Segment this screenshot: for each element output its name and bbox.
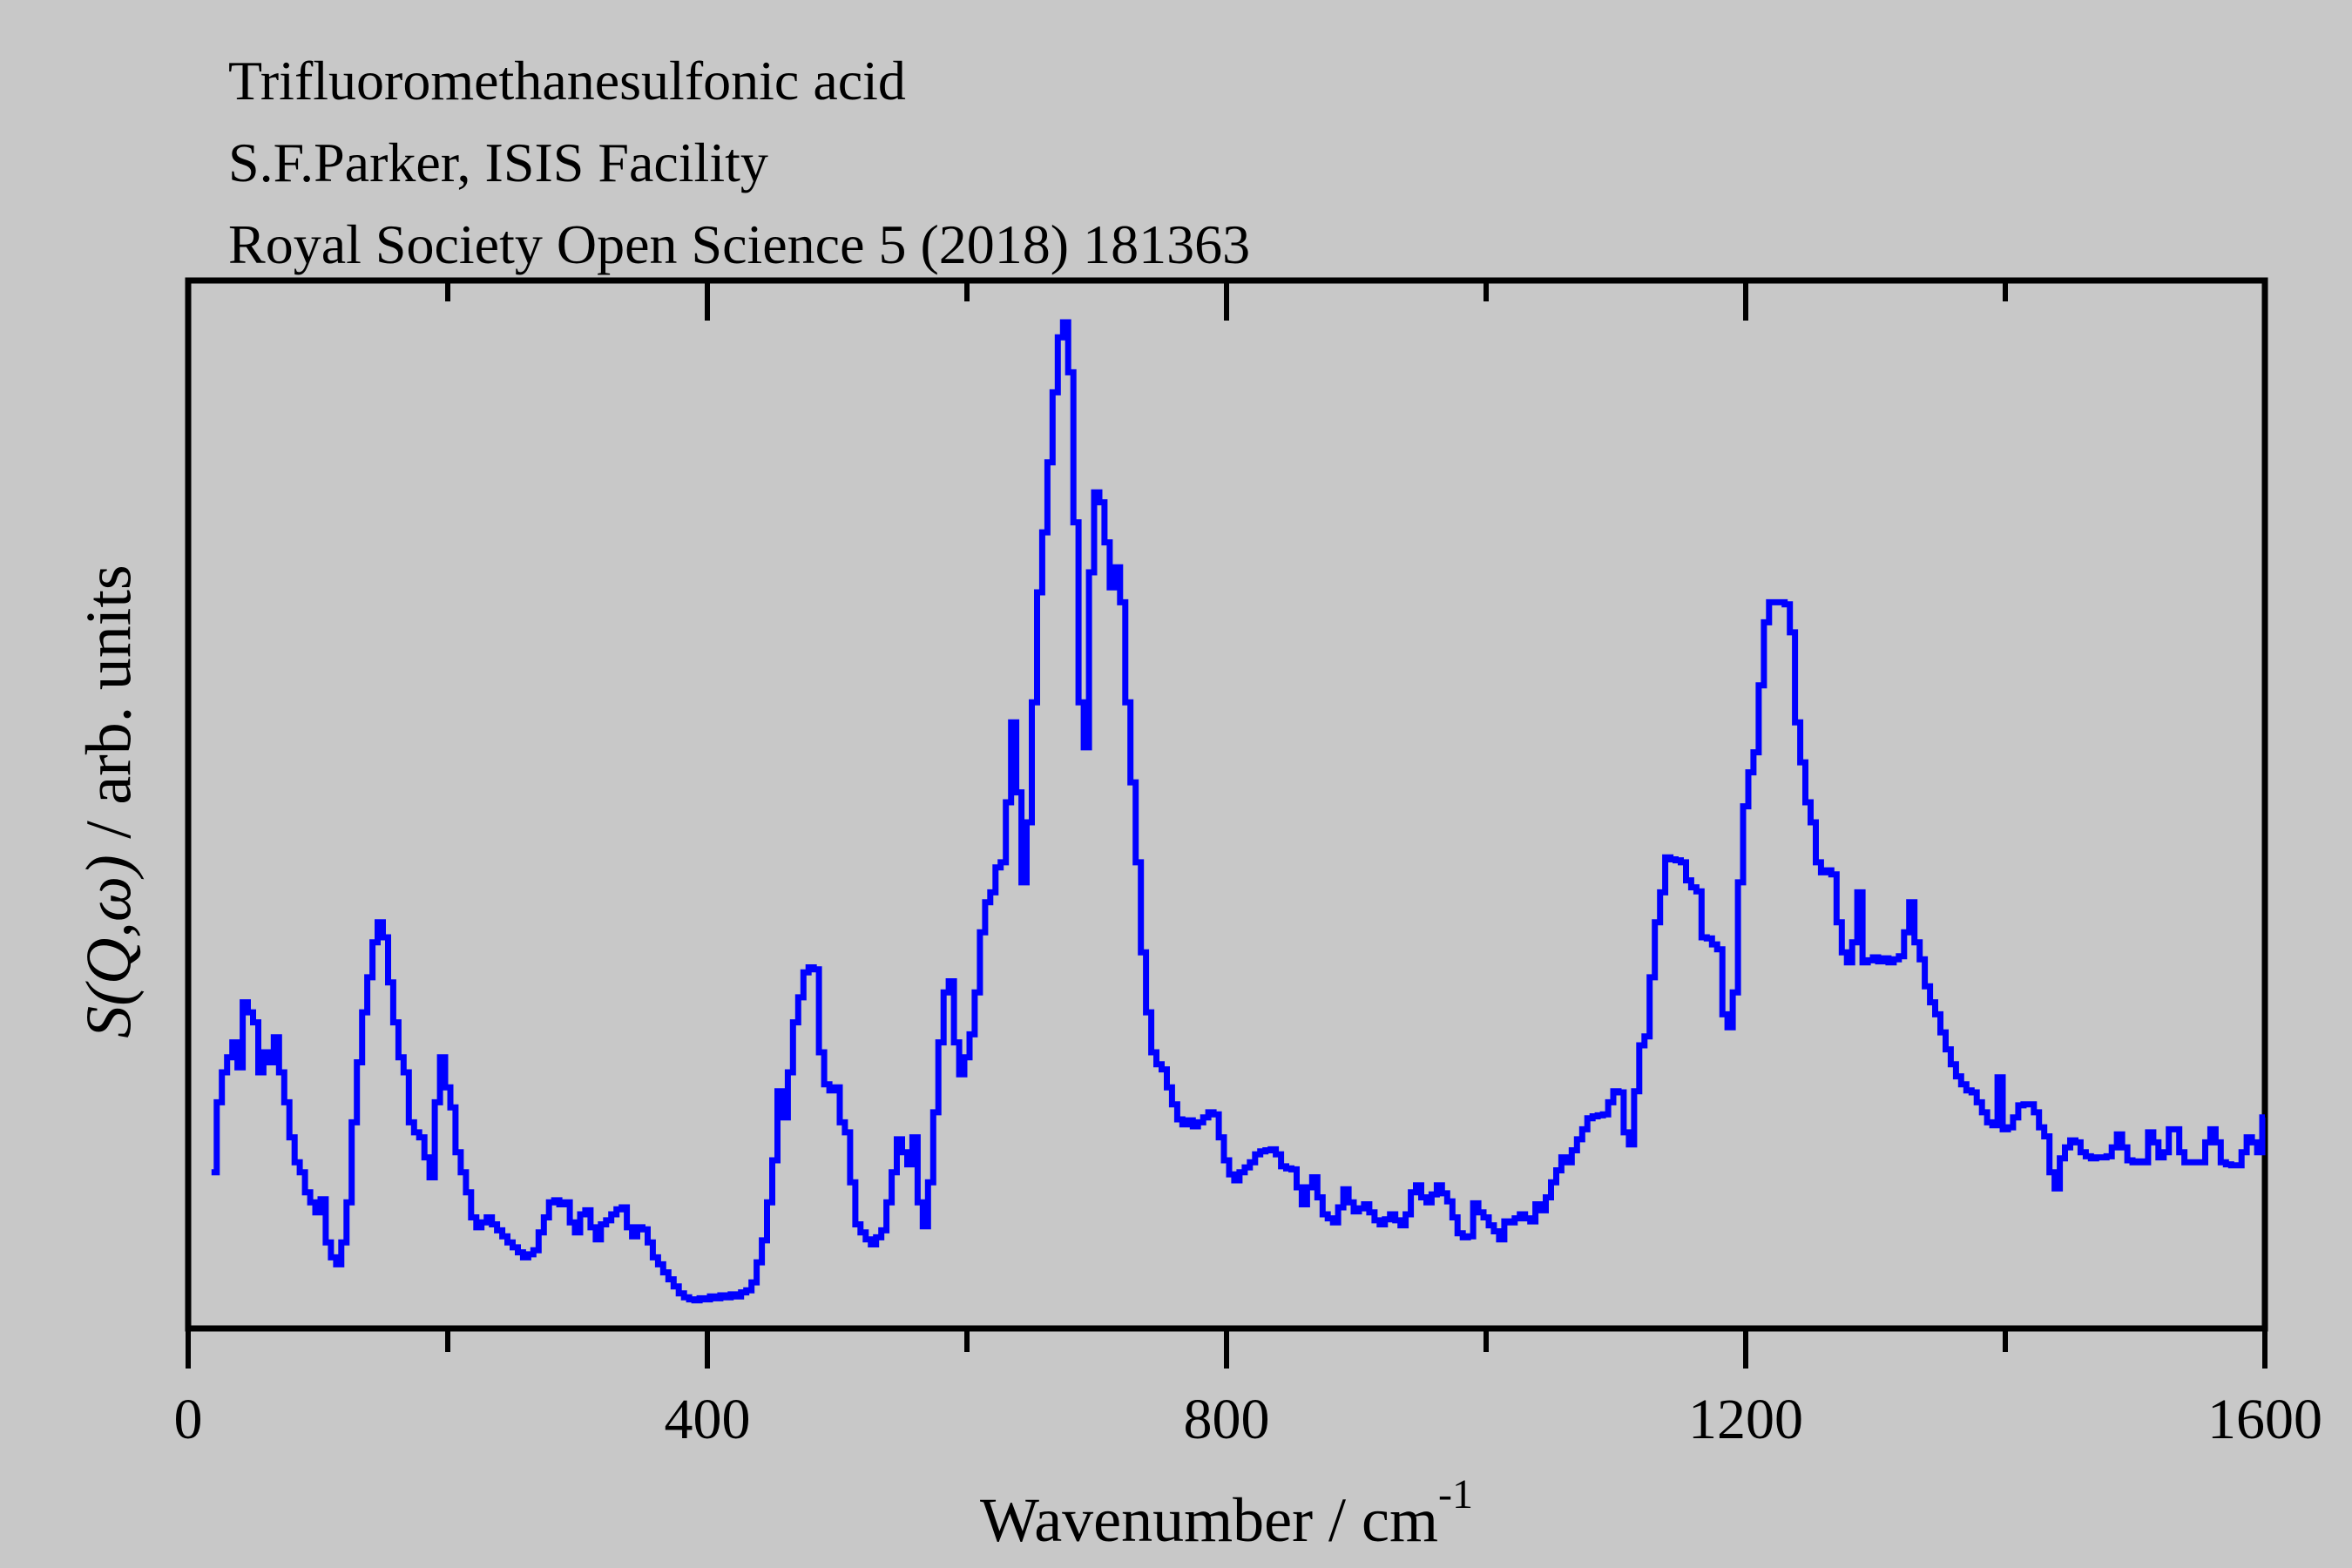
x-axis-label-exponent: -1 [1438,1471,1473,1517]
x-tick-label: 400 [664,1388,751,1451]
x-axis-label: Wavenumber / cm-1 [980,1470,1473,1557]
annotation-block: Trifluoromethanesulfonic acid S.F.Parker… [228,40,1250,286]
annotation-line-2: S.F.Parker, ISIS Facility [228,132,768,193]
y-axis-label: S(Q,ω) / arb. units [73,564,147,1037]
x-tick-label: 1600 [2207,1388,2322,1451]
spectrum-line [211,319,2266,1304]
y-axis-label-units: / arb. units [73,564,145,855]
x-tick-label: 800 [1183,1388,1270,1451]
x-axis-label-text: Wavenumber / cm [980,1485,1439,1555]
x-tick-label: 1200 [1688,1388,1803,1451]
annotation-line-1: Trifluoromethanesulfonic acid [228,50,906,112]
annotation-line-3: Royal Society Open Science 5 (2018) 1813… [228,213,1251,275]
x-tick-label: 0 [173,1388,203,1451]
y-axis-label-italic: S(Q,ω) [73,855,145,1038]
